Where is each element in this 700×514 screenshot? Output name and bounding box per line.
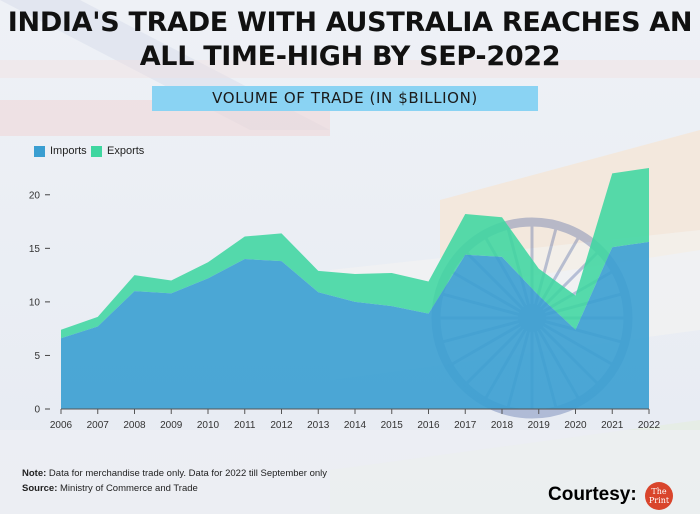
note-label: Note: bbox=[22, 468, 47, 479]
legend-label-imports: Imports bbox=[50, 145, 87, 157]
x-tick-label: 2011 bbox=[234, 420, 256, 431]
subtitle-box bbox=[152, 86, 538, 111]
chart-subtitle: VOLUME OF TRADE (IN $BILLION) bbox=[212, 89, 478, 107]
x-tick-label: 2013 bbox=[307, 420, 330, 431]
legend-item-exports: Exports bbox=[91, 145, 144, 157]
x-tick-label: 2018 bbox=[491, 420, 514, 431]
x-tick-label: 2006 bbox=[50, 420, 73, 431]
courtesy-label: Courtesy: bbox=[548, 484, 637, 505]
source-text: Ministry of Commerce and Trade bbox=[60, 483, 198, 494]
y-tick-label: 20 bbox=[29, 190, 41, 201]
y-tick-label: 5 bbox=[34, 351, 40, 362]
x-tick-label: 2009 bbox=[160, 420, 183, 431]
theprint-logo: The Print bbox=[645, 482, 673, 510]
x-tick-label: 2016 bbox=[417, 420, 440, 431]
x-tick-label: 2015 bbox=[381, 420, 404, 431]
x-tick-label: 2012 bbox=[270, 420, 293, 431]
y-tick-label: 10 bbox=[29, 297, 41, 308]
y-tick-label: 0 bbox=[34, 405, 40, 416]
imports-swatch bbox=[34, 145, 45, 157]
legend-item-imports: Imports bbox=[34, 145, 87, 157]
x-tick-label: 2021 bbox=[601, 420, 624, 431]
x-tick-label: 2014 bbox=[344, 420, 367, 431]
x-tick-label: 2017 bbox=[454, 420, 477, 431]
chart-title-line2: ALL TIME-HIGH BY SEP-2022 bbox=[139, 41, 561, 72]
exports-swatch bbox=[91, 145, 102, 157]
x-tick-label: 2010 bbox=[197, 420, 220, 431]
legend-label-exports: Exports bbox=[107, 145, 145, 157]
x-tick-label: 2022 bbox=[638, 420, 661, 431]
x-tick-label: 2020 bbox=[564, 420, 587, 431]
imports-area bbox=[61, 241, 649, 409]
note-text: Data for merchandise trade only. Data fo… bbox=[48, 468, 328, 479]
x-tick-label: 2019 bbox=[528, 420, 551, 431]
y-tick-label: 15 bbox=[29, 244, 41, 255]
x-tick-label: 2007 bbox=[87, 420, 110, 431]
x-tick-label: 2008 bbox=[123, 420, 146, 431]
notes-block: Note: Data for merchandise trade only. D… bbox=[22, 466, 327, 496]
chart-title-line1: INDIA'S TRADE WITH AUSTRALIA REACHES AN bbox=[7, 7, 693, 38]
source-label: Source: bbox=[22, 483, 58, 494]
